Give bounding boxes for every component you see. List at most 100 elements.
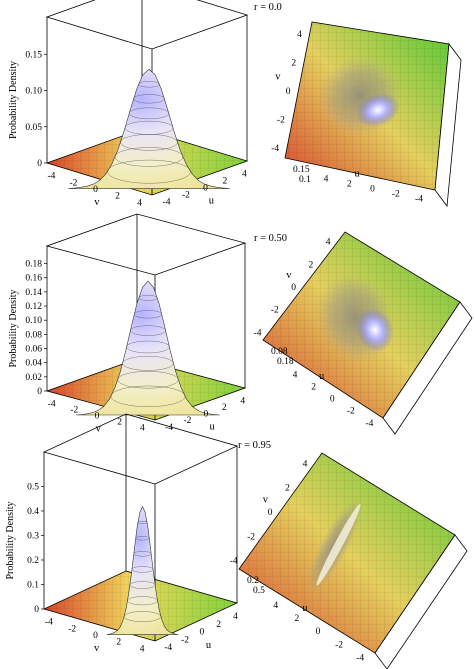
top-u-tick-label: -4: [356, 653, 364, 663]
v-tick-label: 4: [140, 644, 145, 654]
top-v-tick-label: 0: [291, 283, 296, 293]
contour-line: [122, 355, 174, 371]
z-tick-label: 0.14: [25, 288, 42, 298]
z-tick-label: 0.16: [25, 274, 42, 284]
v-tick-label: -4: [45, 618, 53, 628]
z-axis-label: Probability Density: [5, 501, 16, 579]
contour-line: [133, 551, 152, 557]
v-tick-label: 0: [93, 631, 98, 641]
contour-line: [137, 520, 148, 525]
v-tick-label: -2: [69, 178, 77, 188]
top-u-axis-label: u: [302, 603, 308, 614]
z-tick-label: 0.3: [27, 531, 39, 541]
top-u-tick-label: 0: [370, 185, 375, 195]
top-u-axis-label: u: [355, 168, 361, 179]
u-tick-label: -4: [165, 423, 173, 433]
u-tick-label: 2: [222, 403, 227, 413]
u-tick-label: -2: [182, 191, 190, 201]
panel-3: r = 0.95 0 0.1 0.2 0.3 0.4 0.5 Probability Dens…: [5, 413, 468, 669]
top-z-tick-label: 0.18: [277, 357, 294, 367]
top-v-tick-label: -2: [247, 532, 255, 542]
top-z-tick-label: 0.1: [299, 175, 311, 185]
z-tick-label: 0: [34, 605, 39, 615]
top-view-peak: [315, 272, 395, 364]
contour-line: [138, 81, 160, 88]
z-tick-label: 0.05: [25, 123, 42, 133]
u-tick-label: -4: [163, 198, 171, 208]
contour-line: [117, 371, 179, 389]
u-tick-label: 0: [203, 184, 208, 194]
z-tick-label: 0: [37, 159, 42, 169]
z-tick-label: 0.15: [25, 50, 42, 60]
u-axis-label: u: [206, 640, 212, 651]
top-u-tick-label: 4: [293, 370, 298, 380]
top-z-tick-label: 0.2: [247, 576, 259, 586]
contour-line: [107, 159, 191, 184]
top-u-tick-label: 2: [347, 180, 352, 190]
u-tick-label: 0: [199, 628, 204, 638]
v-tick-label: 2: [117, 418, 122, 428]
top-view-side: [374, 534, 468, 669]
top-u-tick-label: 2: [311, 382, 316, 392]
contour-line: [138, 295, 158, 301]
peak-ridge: [316, 503, 361, 586]
u-tick-label: 0: [204, 410, 209, 420]
z-axis-label: Probability Density: [8, 61, 19, 139]
top-v-axis-label: v: [275, 71, 281, 82]
z-axis-label: Probability Density: [8, 289, 19, 367]
box-top: [45, 0, 249, 50]
contour-line: [126, 340, 170, 354]
top-z-tick-label: 0.08: [271, 347, 288, 357]
top-u-tick-label: -2: [347, 407, 355, 417]
top-v-tick-label: -2: [277, 116, 285, 126]
density-peak: [76, 280, 220, 416]
top-v-tick-label: 0: [268, 508, 273, 518]
v-tick-label: -2: [68, 624, 76, 634]
top-v-tick-label: 2: [285, 484, 290, 494]
z-tick-label: 0.1: [27, 580, 39, 590]
u-tick-label: -2: [183, 416, 191, 426]
contour-line: [131, 566, 154, 573]
top-z-tick-label: 0.15: [293, 165, 310, 175]
top-z-tick-label: 0.5: [253, 586, 265, 596]
z-tick-label: 0.10: [25, 87, 42, 97]
u-tick-label: 4: [240, 397, 245, 407]
u-tick-label: 4: [242, 170, 247, 180]
v-tick-label: 4: [140, 424, 145, 434]
u-tick-label: -4: [164, 643, 172, 653]
top-v-tick-label: 2: [291, 58, 296, 68]
z-tick-label: 0.02: [25, 373, 42, 383]
u-axis-label: u: [209, 196, 215, 207]
u-tick-label: 2: [216, 620, 221, 630]
v-tick-label: -2: [70, 405, 78, 415]
top-u-tick-label: 2: [295, 614, 300, 624]
top-view-peak: [306, 495, 364, 595]
top-u-tick-label: -2: [335, 640, 343, 650]
top-u-tick-label: -4: [365, 419, 373, 429]
density-peak: [106, 505, 179, 635]
contour-line: [133, 310, 163, 319]
top-v-tick-label: 4: [326, 238, 331, 248]
top-v-tick-label: -4: [254, 328, 262, 338]
contour-line: [135, 536, 150, 541]
v-tick-label: 0: [93, 185, 98, 195]
z-tick-label: 0.18: [25, 260, 42, 270]
contour-line: [130, 325, 166, 336]
top-u-tick-label: -2: [392, 189, 400, 199]
v-tick-label: 0: [95, 412, 100, 422]
contour-line: [114, 147, 184, 167]
top-v-tick-label: -4: [230, 557, 238, 567]
top-v-tick-label: 4: [303, 459, 308, 469]
top-view-grid: [239, 453, 455, 653]
u-tick-label: -2: [181, 635, 189, 645]
v-tick-label: 4: [137, 198, 142, 208]
v-tick-label: -4: [48, 399, 56, 409]
v-tick-label: 2: [116, 638, 121, 648]
contour-line: [110, 385, 186, 407]
top-u-tick-label: 4: [273, 601, 278, 611]
top-v-axis-label: v: [263, 494, 269, 505]
z-tick-label: 0.4: [27, 507, 39, 517]
z-tick-label: 0.5: [27, 482, 39, 492]
top-view-side: [434, 42, 462, 208]
